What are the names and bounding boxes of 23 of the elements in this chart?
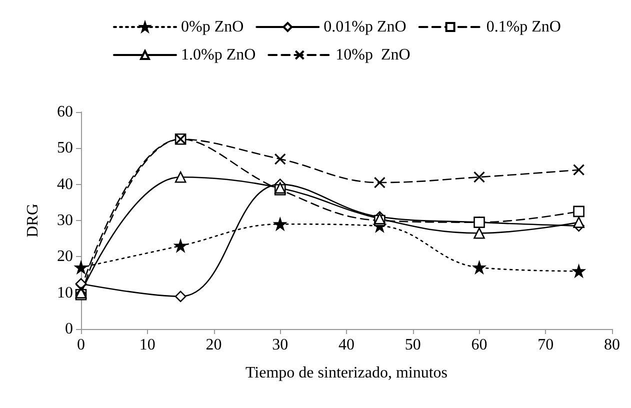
x-tick-label: 80 [604,336,620,354]
x-tick-label: 10 [139,336,156,354]
legend-label: 10%p ZnO [336,46,410,64]
x-tick-label: 70 [538,336,554,354]
y-tick-label: 10 [57,284,73,302]
legend-label: 0%p ZnO [181,18,244,36]
x-axis-title: Tiempo de sinterizado, minutos [245,364,448,382]
x-tick-label: 0 [77,336,85,354]
y-tick-label: 40 [57,176,73,193]
legend-label: 0.01%p ZnO [324,18,406,36]
y-tick-label: 30 [57,212,73,229]
y-tick-label: 0 [65,320,73,338]
y-tick-label: 50 [57,140,73,157]
y-tick-label: 60 [57,104,73,120]
x-tick-label: 30 [272,336,288,354]
x-tick-label: 60 [471,336,488,354]
x-tick-label: 40 [338,336,354,354]
x-tick-label: 20 [206,336,222,354]
x-tick-label: 50 [404,336,421,354]
y-axis-title: DRG [24,203,42,238]
legend-label: 0.1%p ZnO [486,18,561,36]
legend-label: 1.0%p ZnO [181,46,256,64]
y-tick-label: 20 [57,248,73,266]
